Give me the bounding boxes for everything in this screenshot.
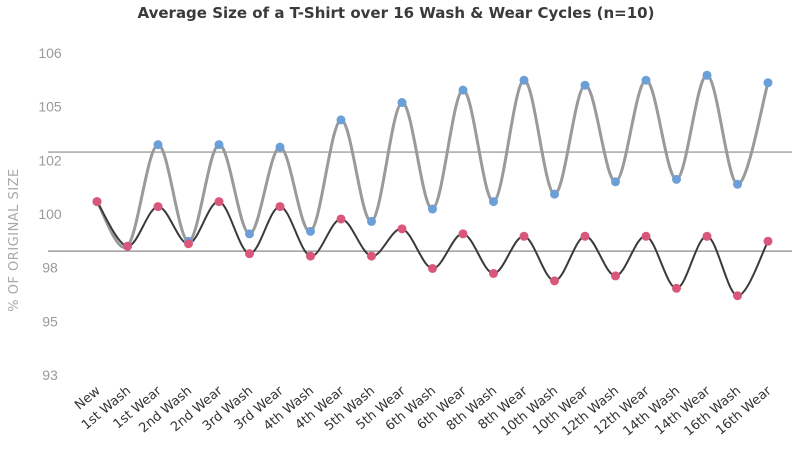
- chart-title: Average Size of a T-Shirt over 16 Wash &…: [137, 4, 655, 22]
- series-1-point: [672, 174, 681, 184]
- series-1-point: [458, 85, 468, 95]
- series-1-point: [702, 70, 712, 80]
- series-1-point: [580, 80, 590, 90]
- series-2-point: [153, 202, 163, 212]
- series-1-point: [336, 115, 346, 125]
- y-axis-ticks: 106 105 102 100 98 95 93: [38, 45, 62, 383]
- series-2-point: [672, 283, 681, 293]
- series-1-point: [275, 142, 285, 152]
- series-2-point: [611, 271, 620, 281]
- series-2-point: [733, 291, 742, 301]
- y-tick-label: 93: [42, 367, 58, 383]
- series-2-point: [428, 263, 437, 273]
- series-2-point: [763, 236, 773, 246]
- series-1-point: [245, 229, 254, 239]
- series-1-point: [306, 226, 315, 236]
- series-1-point: [763, 78, 773, 88]
- series-2-point: [336, 214, 346, 224]
- series-1-point: [641, 75, 651, 85]
- series-1-point: [428, 204, 437, 214]
- series-2-point: [397, 224, 407, 234]
- reference-lines: [48, 151, 792, 252]
- series-2-point: [306, 251, 315, 261]
- series-1-point: [611, 177, 620, 187]
- series-1-point: [367, 216, 376, 226]
- y-tick-label: 95: [42, 313, 58, 329]
- series-curves: [95, 73, 770, 297]
- series-2-point: [489, 268, 498, 278]
- series-1-line: [95, 73, 770, 249]
- series-2-point: [702, 231, 712, 241]
- y-tick-label: 98: [42, 260, 58, 276]
- series-2-point: [550, 276, 559, 286]
- y-tick-label: 102: [38, 152, 62, 168]
- series-2-point: [123, 241, 132, 251]
- series-2-point: [245, 249, 254, 259]
- series-points: [92, 70, 773, 301]
- series-2-point: [458, 229, 468, 239]
- series-1-point: [733, 179, 742, 189]
- series-2-point: [580, 231, 590, 241]
- series-2-point: [641, 231, 651, 241]
- series-1-point: [153, 140, 163, 150]
- y-tick-label: 100: [38, 206, 62, 222]
- series-2-point: [214, 197, 224, 207]
- y-tick-label: 106: [38, 45, 62, 61]
- series-1-point: [550, 189, 559, 199]
- series-2-point: [92, 197, 102, 207]
- series-2-point: [367, 251, 376, 261]
- series-2-point: [275, 202, 285, 212]
- series-2-point: [519, 231, 529, 241]
- series-1-point: [397, 98, 407, 108]
- series-1-point: [489, 197, 498, 207]
- series-1-point: [214, 140, 224, 150]
- series-1-point: [519, 75, 529, 85]
- series-2-point: [184, 239, 193, 249]
- y-tick-label: 105: [38, 99, 62, 115]
- y-axis-label: % OF ORIGINAL SIZE: [7, 168, 22, 312]
